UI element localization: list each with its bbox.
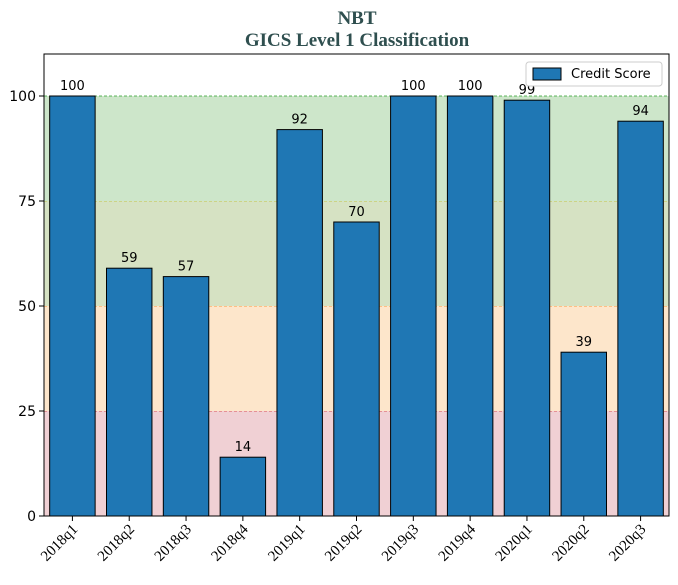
bar-2018q1 xyxy=(50,96,95,516)
data-label-2018q4: 14 xyxy=(235,440,252,455)
data-label-2019q4: 100 xyxy=(458,79,483,94)
x-tick-label: 2019q3 xyxy=(379,522,422,565)
bar-2019q2 xyxy=(334,222,379,516)
y-tick-label: 0 xyxy=(27,509,36,525)
x-tick-label: 2019q4 xyxy=(436,521,479,564)
x-tick-label: 2018q4 xyxy=(209,521,252,564)
x-tick-label: 2018q1 xyxy=(38,522,81,565)
data-label-2020q3: 94 xyxy=(632,104,649,119)
chart-subtitle: GICS Level 1 Classification xyxy=(245,30,470,51)
y-tick-label: 25 xyxy=(18,404,36,420)
data-label-2019q3: 100 xyxy=(401,79,426,94)
x-tick-label: 2019q2 xyxy=(322,522,365,565)
data-label-2019q2: 70 xyxy=(348,205,365,220)
legend-label: Credit Score xyxy=(571,67,651,82)
bar-2018q2 xyxy=(107,268,152,516)
bar-2018q4 xyxy=(220,457,265,516)
bar-2018q3 xyxy=(163,277,208,516)
chart-title: NBT xyxy=(337,8,376,29)
band-d xyxy=(44,96,669,201)
bar-2019q3 xyxy=(391,96,436,516)
x-tick-label: 2020q3 xyxy=(606,522,649,565)
legend-swatch xyxy=(533,68,561,80)
x-tick-label: 2018q3 xyxy=(152,522,195,565)
y-tick-label: 75 xyxy=(18,194,36,210)
x-tick-label: 2019q1 xyxy=(265,522,308,565)
y-tick-label: 100 xyxy=(9,89,36,105)
data-label-2018q2: 59 xyxy=(121,251,138,266)
y-tick-label: 50 xyxy=(18,299,36,315)
bar-2020q3 xyxy=(618,121,663,516)
data-label-2018q1: 100 xyxy=(60,79,85,94)
data-label-2020q2: 39 xyxy=(575,335,592,350)
data-label-2018q3: 57 xyxy=(178,260,195,275)
bar-2019q4 xyxy=(447,96,492,516)
legend: Credit Score xyxy=(526,62,662,86)
bar-2020q2 xyxy=(561,352,606,516)
bar-2019q1 xyxy=(277,130,322,516)
bar-2020q1 xyxy=(504,100,549,516)
data-label-2019q1: 92 xyxy=(291,113,308,128)
x-tick-label: 2020q1 xyxy=(493,522,536,565)
x-tick-label: 2018q2 xyxy=(95,522,138,565)
x-tick-label: 2020q2 xyxy=(549,522,592,565)
